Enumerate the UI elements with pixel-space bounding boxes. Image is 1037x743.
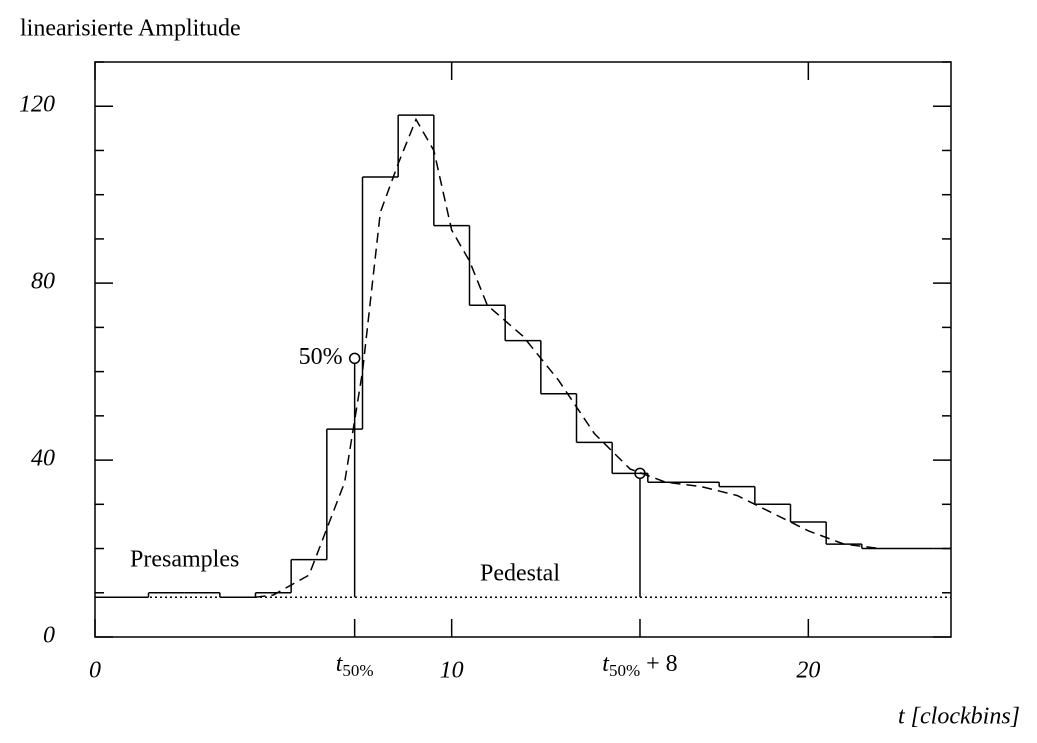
marker-tick-t: t: [336, 651, 344, 677]
x-axis-label: t [clockbins]: [898, 704, 1020, 730]
x-tick-label: 0: [89, 658, 101, 684]
chart-title: linearisierte Amplitude: [20, 16, 241, 42]
fit-curve: [255, 117, 880, 598]
marker: [634, 467, 646, 480]
plot-frame: [94, 61, 952, 638]
marker-tick-label: t50% + 8: [602, 651, 677, 680]
marker-tick-sub: 50%: [342, 661, 373, 680]
x-tick-label: 20: [796, 658, 820, 684]
x-tick-label: 10: [440, 658, 464, 684]
marker-tick-t: t: [602, 651, 610, 677]
marker-label: 50%: [299, 344, 343, 370]
y-tick-label: 0: [43, 623, 55, 649]
marker-tick-suffix: + 8: [646, 651, 678, 677]
presamples-label: Presamples: [130, 547, 239, 573]
marker: [348, 352, 361, 365]
y-tick-label: 120: [19, 92, 55, 118]
marker-tick-label: t50%: [336, 651, 374, 680]
marker-tick-sub: 50%: [609, 661, 640, 680]
y-tick-label: 40: [31, 446, 55, 472]
pedestal-label: Pedestal: [480, 561, 560, 587]
y-tick-label: 80: [31, 269, 55, 295]
